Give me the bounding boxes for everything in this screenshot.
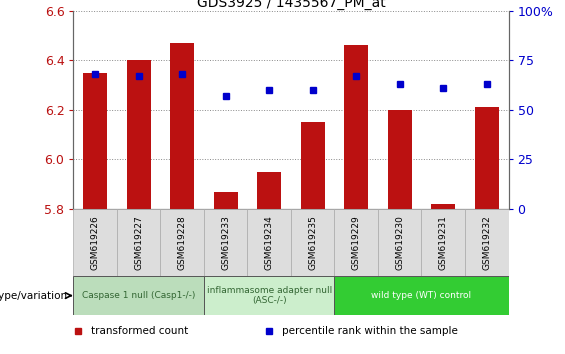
Bar	[421, 209, 465, 276]
Text: percentile rank within the sample: percentile rank within the sample	[282, 326, 458, 336]
Text: GSM619232: GSM619232	[483, 215, 491, 270]
Bar	[214, 192, 238, 209]
Text: inflammasome adapter null
(ASC-/-): inflammasome adapter null (ASC-/-)	[207, 286, 332, 305]
Bar	[301, 122, 325, 209]
Text: GSM619235: GSM619235	[308, 215, 317, 270]
Bar	[204, 276, 334, 315]
Bar	[334, 209, 378, 276]
Text: GSM619234: GSM619234	[265, 215, 273, 270]
Bar	[257, 172, 281, 209]
Bar	[344, 45, 368, 209]
Title: GDS3925 / 1435567_PM_at: GDS3925 / 1435567_PM_at	[197, 0, 385, 10]
Bar	[117, 209, 160, 276]
Text: GSM619229: GSM619229	[352, 215, 360, 270]
Text: GSM619230: GSM619230	[396, 215, 404, 270]
Bar	[247, 209, 291, 276]
Text: wild type (WT) control: wild type (WT) control	[371, 291, 472, 300]
Bar	[73, 276, 204, 315]
Bar	[160, 209, 204, 276]
Text: GSM619226: GSM619226	[91, 215, 99, 270]
Text: Caspase 1 null (Casp1-/-): Caspase 1 null (Casp1-/-)	[82, 291, 195, 300]
Bar	[388, 110, 412, 209]
Bar	[127, 60, 151, 209]
Bar	[431, 204, 455, 209]
Text: GSM619228: GSM619228	[178, 215, 186, 270]
Bar	[73, 209, 117, 276]
Bar	[291, 209, 334, 276]
Bar	[465, 209, 508, 276]
Bar	[378, 209, 421, 276]
Bar	[475, 107, 499, 209]
Text: GSM619233: GSM619233	[221, 215, 230, 270]
Text: genotype/variation: genotype/variation	[0, 291, 68, 301]
Text: transformed count: transformed count	[91, 326, 188, 336]
Bar	[204, 209, 247, 276]
Bar	[170, 43, 194, 209]
Text: GSM619231: GSM619231	[439, 215, 447, 270]
Bar	[83, 73, 107, 209]
Text: GSM619227: GSM619227	[134, 215, 143, 270]
Bar	[334, 276, 508, 315]
